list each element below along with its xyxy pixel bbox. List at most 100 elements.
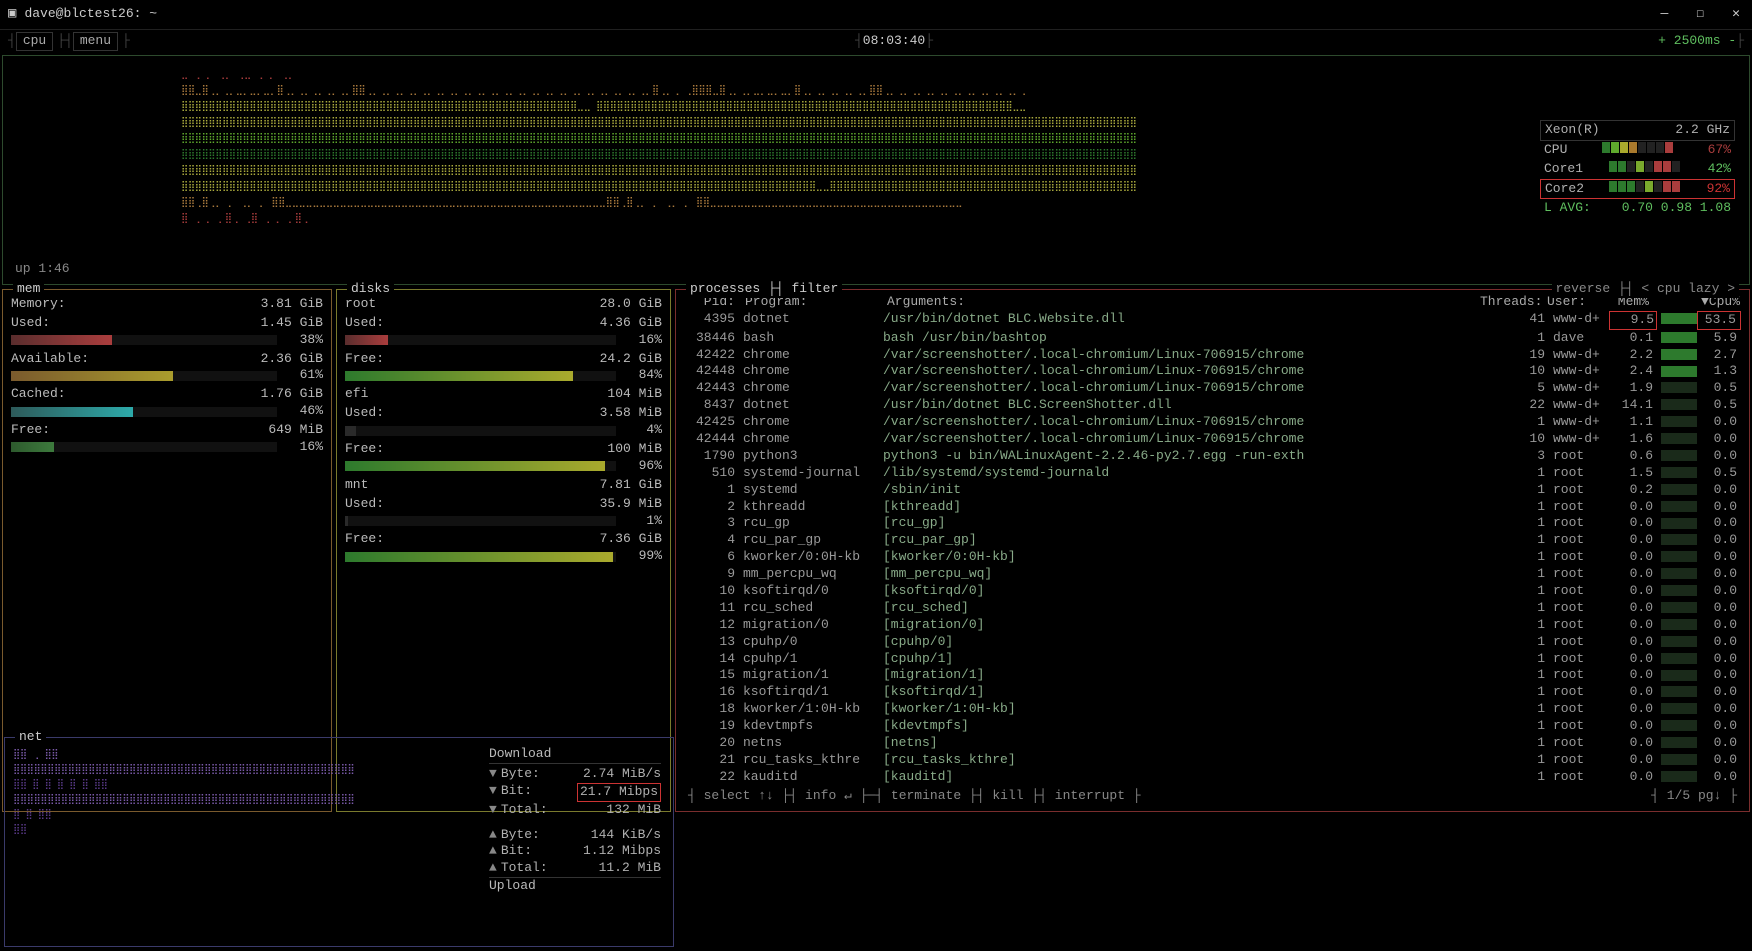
process-row[interactable]: 38446bashbash /usr/bin/bashtop1dave0.15.… <box>684 330 1741 347</box>
mem-value: 3.81 GiB <box>261 296 323 313</box>
cpu-panel: ⣀ ⢀ ⡀ ⢀⡀ ⢀⣀ ⢀ ⡀ ⢀⡀ ⣿⣿⣀⣿⢀⡀⢀⡀⣀⡀⣀⡀⣀⡀⣿⢀⡀⢀⡀⢀⡀… <box>2 55 1750 285</box>
process-row[interactable]: 8437dotnet/usr/bin/dotnet BLC.ScreenShot… <box>684 397 1741 414</box>
disk-pct: 4% <box>622 422 662 439</box>
load-avg-label: L AVG: <box>1544 200 1591 217</box>
mem-value: 1.76 GiB <box>261 386 323 403</box>
core2-label: Core2 <box>1545 181 1584 198</box>
process-row[interactable]: 2kthreadd[kthreadd]1root0.00.0 <box>684 499 1741 516</box>
top-bar: ┤ cpu ├┤ menu ├ ┤ 08:03:40 ├ + 2500ms - … <box>0 30 1752 53</box>
mem-value: 649 MiB <box>268 422 323 439</box>
process-row[interactable]: 22kauditd[kauditd]1root0.00.0 <box>684 769 1741 786</box>
process-row[interactable]: 42448chrome/var/screenshotter/.local-chr… <box>684 363 1741 380</box>
mem-label: Used: <box>11 315 50 332</box>
process-row[interactable]: 4395dotnet/usr/bin/dotnet BLC.Website.dl… <box>684 311 1741 330</box>
disk-pct: 84% <box>622 367 662 384</box>
cpu-graph-row: ⣀ ⢀ ⡀ ⢀⡀ ⢀⣀ ⢀ ⡀ ⢀⡀ <box>181 68 1531 84</box>
process-row[interactable]: 20netns[netns]1root0.00.0 <box>684 735 1741 752</box>
net-up-row: ▲Total:11.2 MiB <box>489 860 661 877</box>
cpu-graph-row: ⣿⣿⢀⣿⢀⡀ ⡀ ⢀⡀ ⡀ ⣿⣿⣀⣀⣀⣀⣀⣀⣀⣀⣀⣀⣀⣀⣀⣀⣀⣀⣀⣀⣀⣀⣀⣀⣀⣀… <box>181 196 1531 212</box>
window-titlebar: ▣ dave@blctest26: ~ — ☐ ✕ <box>0 0 1752 30</box>
process-row[interactable]: 4rcu_par_gp[rcu_par_gp]1root0.00.0 <box>684 532 1741 549</box>
net-graph: ⣿⣿ ⢀ ⣿⣿⣿⣿⣿⣿⣿⣿⣿⣿⣿⣿⣿⣿⣿⣿⣿⣿⣿⣿⣿⣿⣿⣿⣿⣿⣿⣿⣿⣿⣿⣿⣿⣿⣿… <box>13 742 485 942</box>
mem-title: mem <box>13 281 44 298</box>
mem-label: Cached: <box>11 386 66 403</box>
disk-label: efi <box>345 386 368 403</box>
download-header: Download <box>489 746 661 764</box>
cpu-model: Xeon(R) <box>1545 122 1600 139</box>
cpu-graph-row: ⣿⣿⣿⣿⣿⣿⣿⣿⣿⣿⣿⣿⣿⣿⣿⣿⣿⣿⣿⣿⣿⣿⣿⣿⣿⣿⣿⣿⣿⣿⣿⣿⣿⣿⣿⣿⣿⣿⣿⣿… <box>181 164 1531 180</box>
menu-tab[interactable]: menu <box>73 32 118 51</box>
mem-label: Available: <box>11 351 89 368</box>
update-interval[interactable]: + 2500ms - <box>1658 33 1736 50</box>
net-graph-row: ⣿⣿ <box>13 823 485 838</box>
process-row[interactable]: 1790python3python3 -u bin/WALinuxAgent-2… <box>684 448 1741 465</box>
cpu-graph-row: ⣿ ⢀ ⡀ ⡀⣿⢀ ⢀⣿ ⢀ ⡀ ⡀⣿⢀ <box>181 212 1531 228</box>
disk-label: Free: <box>345 351 384 368</box>
mem-pct: 46% <box>283 403 323 420</box>
mem-pct: 61% <box>283 367 323 384</box>
filter-label[interactable]: filter <box>791 281 838 296</box>
mem-label: Free: <box>11 422 50 439</box>
reverse-label[interactable]: reverse <box>1556 281 1611 296</box>
mem-pct: 16% <box>283 439 323 456</box>
net-graph-row: ⣿⣿ ⣿ ⣿ ⣿ ⣿ ⣿ ⣿⣿ <box>13 778 485 793</box>
cpu-graph-row: ⣿⣿⣿⣿⣿⣿⣿⣿⣿⣿⣿⣿⣿⣿⣿⣿⣿⣿⣿⣿⣿⣿⣿⣿⣿⣿⣿⣿⣿⣿⣿⣿⣿⣿⣿⣿⣿⣿⣿⣿… <box>181 132 1531 148</box>
net-graph-row: ⣿⣿⣿⣿⣿⣿⣿⣿⣿⣿⣿⣿⣿⣿⣿⣿⣿⣿⣿⣿⣿⣿⣿⣿⣿⣿⣿⣿⣿⣿⣿⣿⣿⣿⣿⣿⣿⣿⣿⣿… <box>13 763 485 778</box>
clock: 08:03:40 <box>863 33 925 48</box>
process-row[interactable]: 15migration/1[migration/1]1root0.00.0 <box>684 667 1741 684</box>
cpu-info-box: Xeon(R) 2.2 GHz CPU 67% Core1 42% Core2 … <box>1540 120 1735 218</box>
process-row[interactable]: 14cpuhp/1[cpuhp/1]1root0.00.0 <box>684 651 1741 668</box>
process-row[interactable]: 19kdevtmpfs[kdevtmpfs]1root0.00.0 <box>684 718 1741 735</box>
net-graph-row: ⣿⣿ ⢀ ⣿⣿ <box>13 748 485 763</box>
cpu-graph-row: ⣿⣿⣿⣿⣿⣿⣿⣿⣿⣿⣿⣿⣿⣿⣿⣿⣿⣿⣿⣿⣿⣿⣿⣿⣿⣿⣿⣿⣿⣿⣿⣿⣿⣿⣿⣿⣿⣿⣿⣿… <box>181 180 1531 196</box>
disk-label: mnt <box>345 477 368 494</box>
process-row[interactable]: 42444chrome/var/screenshotter/.local-chr… <box>684 431 1741 448</box>
cpu-graph: ⣀ ⢀ ⡀ ⢀⡀ ⢀⣀ ⢀ ⡀ ⢀⡀ ⣿⣿⣀⣿⢀⡀⢀⡀⣀⡀⣀⡀⣀⡀⣿⢀⡀⢀⡀⢀⡀… <box>181 68 1531 228</box>
net-graph-row: ⣿⣿⣿⣿⣿⣿⣿⣿⣿⣿⣿⣿⣿⣿⣿⣿⣿⣿⣿⣿⣿⣿⣿⣿⣿⣿⣿⣿⣿⣿⣿⣿⣿⣿⣿⣿⣿⣿⣿⣿… <box>13 793 485 808</box>
process-row[interactable]: 21rcu_tasks_kthre[rcu_tasks_kthre]1root0… <box>684 752 1741 769</box>
disk-pct: 16% <box>622 332 662 349</box>
process-row[interactable]: 12migration/0[migration/0]1root0.00.0 <box>684 617 1741 634</box>
process-row[interactable]: 13cpuhp/0[cpuhp/0]1root0.00.0 <box>684 634 1741 651</box>
process-row[interactable]: 3rcu_gp[rcu_gp]1root0.00.0 <box>684 515 1741 532</box>
cpu-graph-row: ⣿⣿⣿⣿⣿⣿⣿⣿⣿⣿⣿⣿⣿⣿⣿⣿⣿⣿⣿⣿⣿⣿⣿⣿⣿⣿⣿⣿⣿⣿⣿⣿⣿⣿⣿⣿⣿⣿⣿⣿… <box>181 100 1531 116</box>
disk-value: 35.9 MiB <box>600 496 662 513</box>
minimize-button[interactable]: — <box>1657 4 1673 25</box>
net-down-row: ▼Total:132 MiB <box>489 802 661 819</box>
process-row[interactable]: 6kworker/0:0H-kb[kworker/0:0H-kb]1root0.… <box>684 549 1741 566</box>
cpu-graph-row: ⣿⣿⣀⣿⢀⡀⢀⡀⣀⡀⣀⡀⣀⡀⣿⢀⡀⢀⡀⢀⡀⢀⡀⢀⡀⣿⣿⢀⡀⢀⡀⢀⡀⢀⡀⢀⡀⢀⡀⢀… <box>181 84 1531 100</box>
disk-value: 104 MiB <box>607 386 662 403</box>
cpu-total-pct: 67% <box>1708 142 1731 159</box>
process-row[interactable]: 510systemd-journal/lib/systemd/systemd-j… <box>684 465 1741 482</box>
processes-title: processes <box>690 281 760 296</box>
disk-label: Used: <box>345 405 384 422</box>
process-row[interactable]: 9mm_percpu_wq[mm_percpu_wq]1root0.00.0 <box>684 566 1741 583</box>
disk-value: 7.81 GiB <box>600 477 662 494</box>
uptime: up 1:46 <box>15 261 70 278</box>
net-up-row: ▲Byte:144 KiB/s <box>489 827 661 844</box>
process-row[interactable]: 10ksoftirqd/0[ksoftirqd/0]1root0.00.0 <box>684 583 1741 600</box>
net-down-row: ▼Bit:21.7 Mibps <box>489 783 661 802</box>
process-row[interactable]: 42422chrome/var/screenshotter/.local-chr… <box>684 347 1741 364</box>
disk-pct: 1% <box>622 513 662 530</box>
process-row[interactable]: 42443chrome/var/screenshotter/.local-chr… <box>684 380 1741 397</box>
process-row[interactable]: 11rcu_sched[rcu_sched]1root0.00.0 <box>684 600 1741 617</box>
process-row[interactable]: 18kworker/1:0H-kb[kworker/1:0H-kb]1root0… <box>684 701 1741 718</box>
upload-header: Upload <box>489 877 661 895</box>
disks-title: disks <box>347 281 394 298</box>
process-row[interactable]: 16ksoftirqd/1[ksoftirqd/1]1root0.00.0 <box>684 684 1741 701</box>
core2-pct: 92% <box>1707 181 1730 198</box>
cpu-tab[interactable]: cpu <box>16 32 53 51</box>
maximize-button[interactable]: ☐ <box>1692 4 1708 25</box>
core2-bar <box>1609 181 1681 192</box>
disk-label: root <box>345 296 376 313</box>
close-button[interactable]: ✕ <box>1728 4 1744 25</box>
disk-value: 28.0 GiB <box>600 296 662 313</box>
core1-bar <box>1609 161 1681 172</box>
cpu-total-label: CPU <box>1544 142 1567 159</box>
process-row[interactable]: 42425chrome/var/screenshotter/.local-chr… <box>684 414 1741 431</box>
process-row[interactable]: 1systemd/sbin/init1root0.20.0 <box>684 482 1741 499</box>
cpu-freq: 2.2 GHz <box>1675 122 1730 139</box>
sort-label[interactable]: < cpu lazy > <box>1641 281 1735 296</box>
net-panel: net ⣿⣿ ⢀ ⣿⣿⣿⣿⣿⣿⣿⣿⣿⣿⣿⣿⣿⣿⣿⣿⣿⣿⣿⣿⣿⣿⣿⣿⣿⣿⣿⣿⣿⣿⣿… <box>4 737 674 947</box>
